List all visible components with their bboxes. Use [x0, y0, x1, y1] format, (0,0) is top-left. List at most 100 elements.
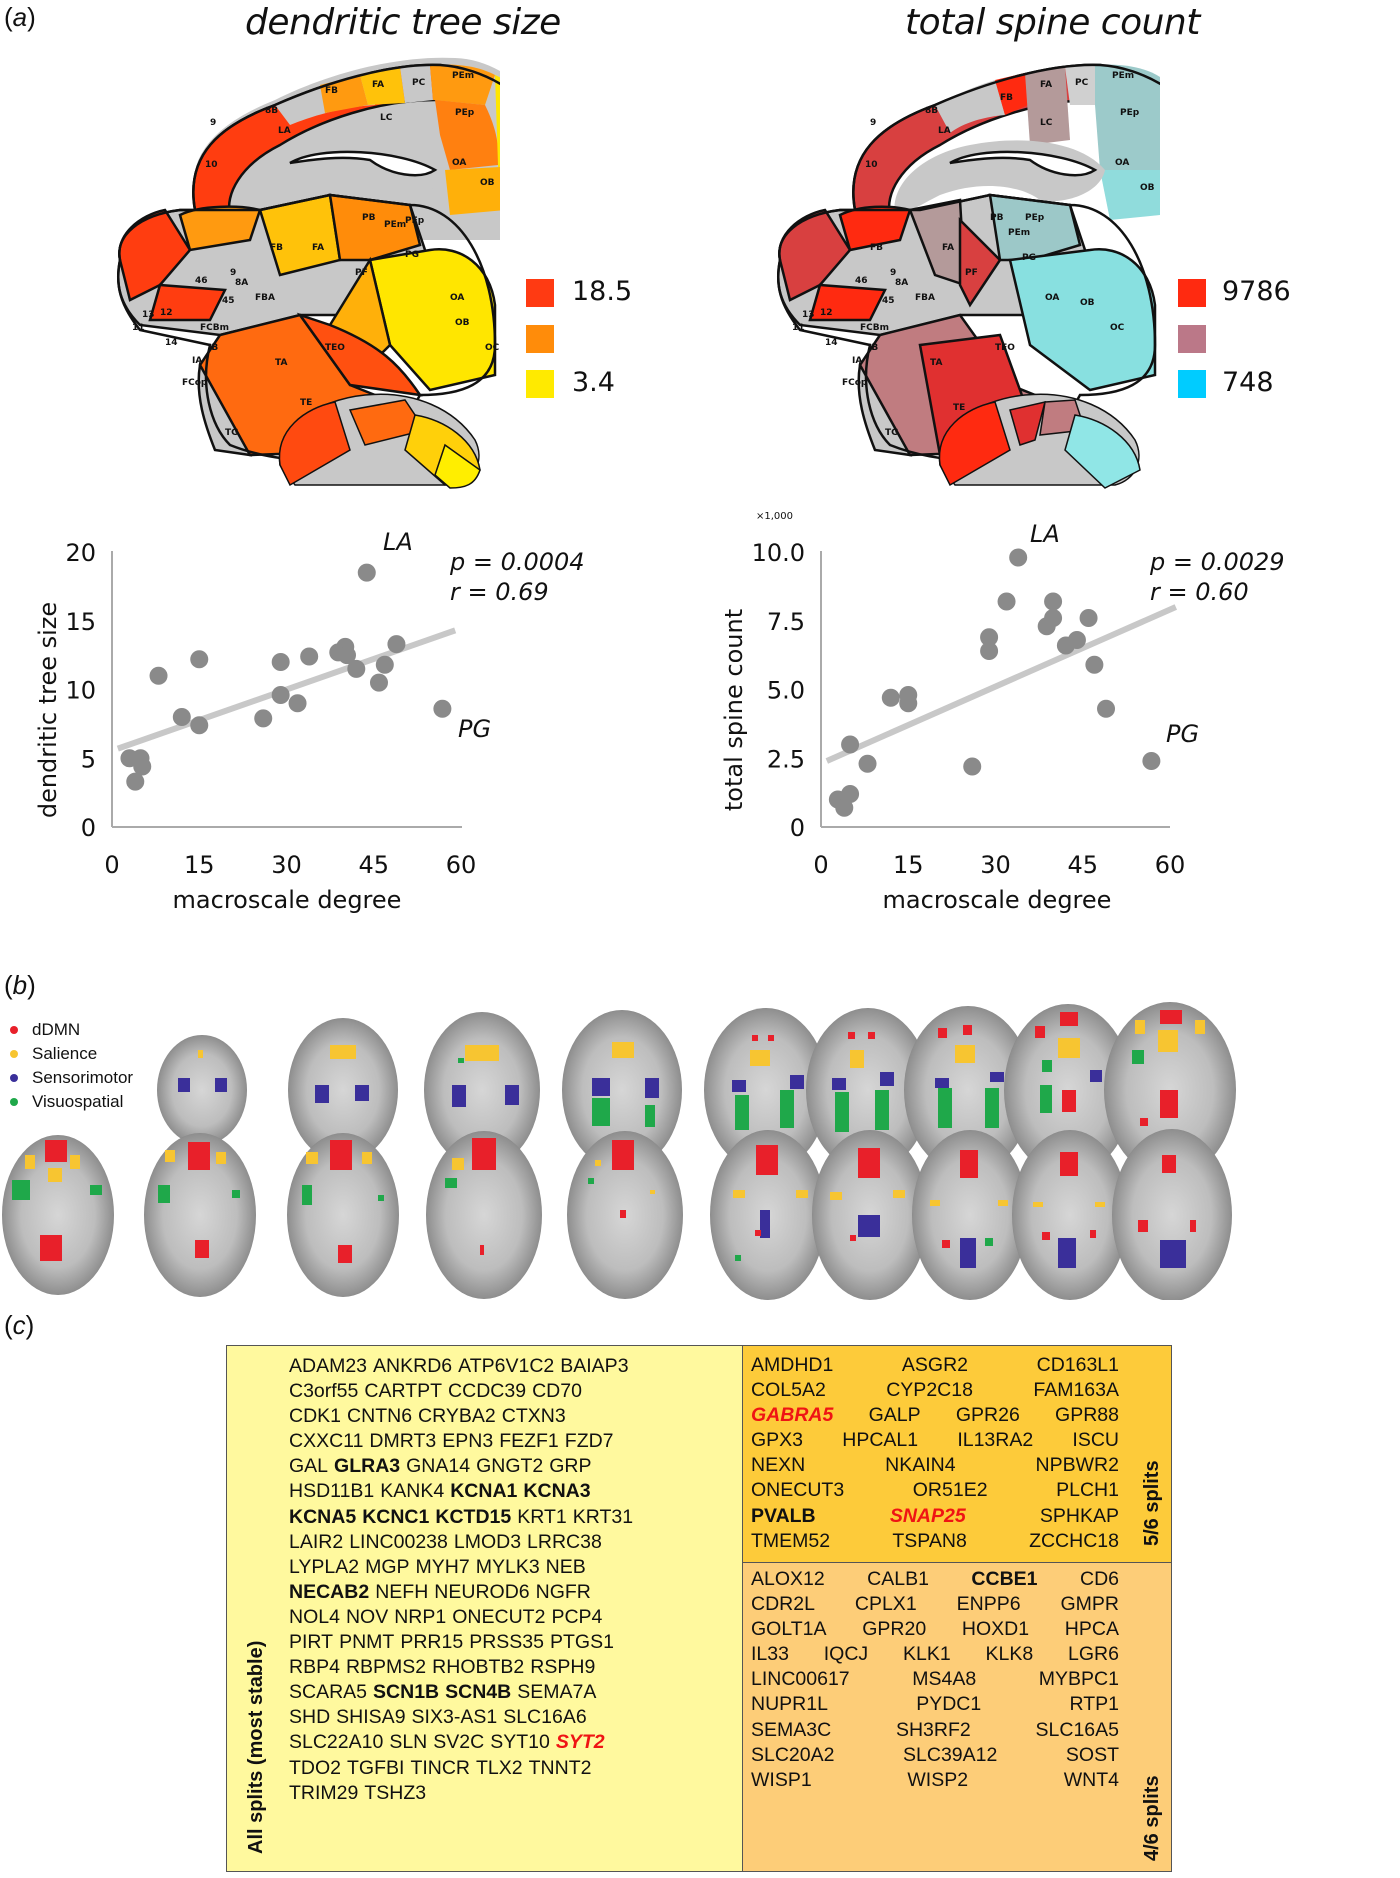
gene-name: NOV — [345, 1605, 389, 1628]
svg-text:45: 45 — [1067, 851, 1098, 879]
gene-name: SLC22A10 — [289, 1731, 384, 1754]
y-axis-label: dendritic tree size — [34, 602, 62, 818]
svg-text:FA: FA — [1040, 80, 1052, 90]
gene-name: PVALB — [751, 1504, 816, 1527]
svg-text:60: 60 — [1155, 851, 1186, 879]
svg-text:9: 9 — [230, 268, 236, 278]
axial-slices — [2, 1002, 1236, 1300]
data-point — [133, 757, 152, 776]
gene-name: NEXN — [751, 1454, 806, 1477]
gene-name: SIX3-AS1 — [411, 1706, 498, 1729]
svg-text:TE: TE — [953, 403, 965, 413]
svg-text:LC: LC — [380, 113, 393, 123]
gene-line: CDK1 CNTN6 CRYBA2 CTXN3 — [289, 1404, 729, 1429]
network-legend: dDMN Salience Sensorimotor Visuospatial — [10, 1018, 133, 1114]
gene-name: SPHKAP — [1039, 1504, 1119, 1527]
gene-name: KCNC1 — [362, 1505, 430, 1528]
svg-text:TA: TA — [930, 358, 942, 368]
gene-name: KCNA3 — [523, 1480, 591, 1503]
svg-text:FB: FB — [870, 243, 883, 253]
gene-name: GPR26 — [955, 1404, 1020, 1427]
r-value: r = 0.60 — [1150, 578, 1249, 606]
svg-text:15: 15 — [893, 851, 924, 879]
gene-name: GRP — [549, 1455, 592, 1478]
legend-item-visuospatial: Visuospatial — [10, 1090, 133, 1114]
gene-name: ONECUT3 — [751, 1479, 845, 1502]
gene-name: CDK1 — [289, 1405, 342, 1428]
svg-text:PF: PF — [355, 268, 368, 278]
data-point — [126, 772, 145, 791]
gene-line: KCNA5 KCNC1 KCTD15 KRT1 KRT31 — [289, 1505, 729, 1530]
gene-line: PVALB SNAP25 SPHKAP — [751, 1504, 1119, 1529]
gene-line: C3orf55 CARTPT CCDC39 CD70 — [289, 1379, 729, 1404]
gene-line: SLC22A10 SLN SV2C SYT10 SYT2 — [289, 1730, 729, 1755]
svg-text:45: 45 — [222, 296, 235, 306]
svg-text:IA: IA — [192, 356, 202, 366]
gene-line: RBP4 RBPMS2 RHOBTB2 RSPH9 — [289, 1655, 729, 1680]
svg-text:30: 30 — [980, 851, 1011, 879]
legend-item-ddmn: dDMN — [10, 1018, 133, 1042]
panel-label-b: (b) — [4, 970, 36, 1000]
gene-line: TDO2 TGFBI TINCR TLX2 TNNT2 — [289, 1756, 729, 1781]
gene-list: AMDHD1 ASGR2 CD163L1 COL5A2 CYP2C18 FAM163A GA… — [751, 1353, 1119, 1554]
gene-name: HPCA — [1064, 1618, 1119, 1641]
svg-text:0: 0 — [104, 851, 119, 879]
gene-name: CTXN3 — [501, 1405, 566, 1428]
gene-name: NRP1 — [394, 1605, 447, 1628]
legend-value-low: 3.4 — [572, 367, 615, 398]
svg-text:PEm: PEm — [1112, 71, 1134, 81]
gene-line: SEMA3C SH3RF2 SLC16A5 — [751, 1718, 1119, 1743]
svg-text:12: 12 — [820, 308, 833, 318]
gene-name: SHD — [289, 1706, 331, 1729]
svg-text:IB: IB — [868, 343, 878, 353]
slice-row-1 — [157, 1002, 1236, 1178]
gene-line: SHD SHISA9 SIX3-AS1 SLC16A6 — [289, 1705, 729, 1730]
gene-line: NOL4 NOV NRP1 ONECUT2 PCP4 — [289, 1605, 729, 1630]
svg-text:PEp: PEp — [1025, 213, 1045, 223]
gene-name: GPR20 — [862, 1618, 927, 1641]
data-point — [835, 798, 854, 817]
data-point — [841, 735, 860, 754]
svg-text:LC: LC — [1040, 118, 1053, 128]
legend-swatch-high-spine — [1178, 279, 1206, 307]
gene-name: LINC00238 — [349, 1530, 448, 1553]
svg-text:LA: LA — [938, 126, 951, 136]
svg-text:5.0: 5.0 — [767, 677, 805, 705]
annotation-la: LA — [383, 528, 413, 556]
svg-text:total spine count: total spine count — [720, 609, 748, 811]
svg-text:OA: OA — [452, 158, 466, 168]
gene-name: KRT31 — [572, 1505, 634, 1528]
data-point — [190, 716, 209, 735]
data-point — [357, 563, 376, 582]
x-axis-label: macroscale degree — [173, 886, 402, 914]
gene-name: GALP — [868, 1404, 921, 1427]
gene-name: LRRC38 — [527, 1530, 602, 1553]
legend-swatch-mid-spine — [1178, 325, 1206, 353]
map-title-spine: total spine count — [905, 2, 1200, 43]
legend-swatch-high — [526, 279, 554, 307]
svg-text:45: 45 — [358, 851, 389, 879]
data-point — [387, 635, 406, 654]
gene-name: LGR6 — [1068, 1643, 1119, 1666]
gene-line: HSD11B1 KANK4 KCNA1 KCNA3 — [289, 1479, 729, 1504]
gene-name: HOXD1 — [961, 1618, 1030, 1641]
svg-text:TE: TE — [300, 398, 312, 408]
gene-line: SCARA5 SCN1B SCN4B SEMA7A — [289, 1680, 729, 1705]
gene-name: NEB — [545, 1555, 586, 1578]
svg-text:FBA: FBA — [255, 293, 275, 303]
legend-swatch-low — [526, 370, 554, 398]
svg-text:OC: OC — [1110, 323, 1125, 333]
gene-name: KCNA5 — [289, 1505, 357, 1528]
data-point — [149, 666, 168, 685]
svg-text:dendritic tree size: dendritic tree size — [34, 602, 62, 818]
data-point — [841, 785, 860, 803]
gene-name: TGFBI — [347, 1756, 405, 1779]
svg-text:TG: TG — [885, 428, 899, 438]
gene-name: ANKRD6 — [373, 1355, 453, 1377]
gene-name: BAIAP3 — [560, 1355, 629, 1377]
data-point — [858, 754, 877, 773]
gene-name: ADAM23 — [289, 1355, 368, 1377]
svg-text:IB: IB — [208, 343, 218, 353]
gene-name: KLK8 — [985, 1643, 1034, 1666]
legend-item-salience: Salience — [10, 1042, 133, 1066]
